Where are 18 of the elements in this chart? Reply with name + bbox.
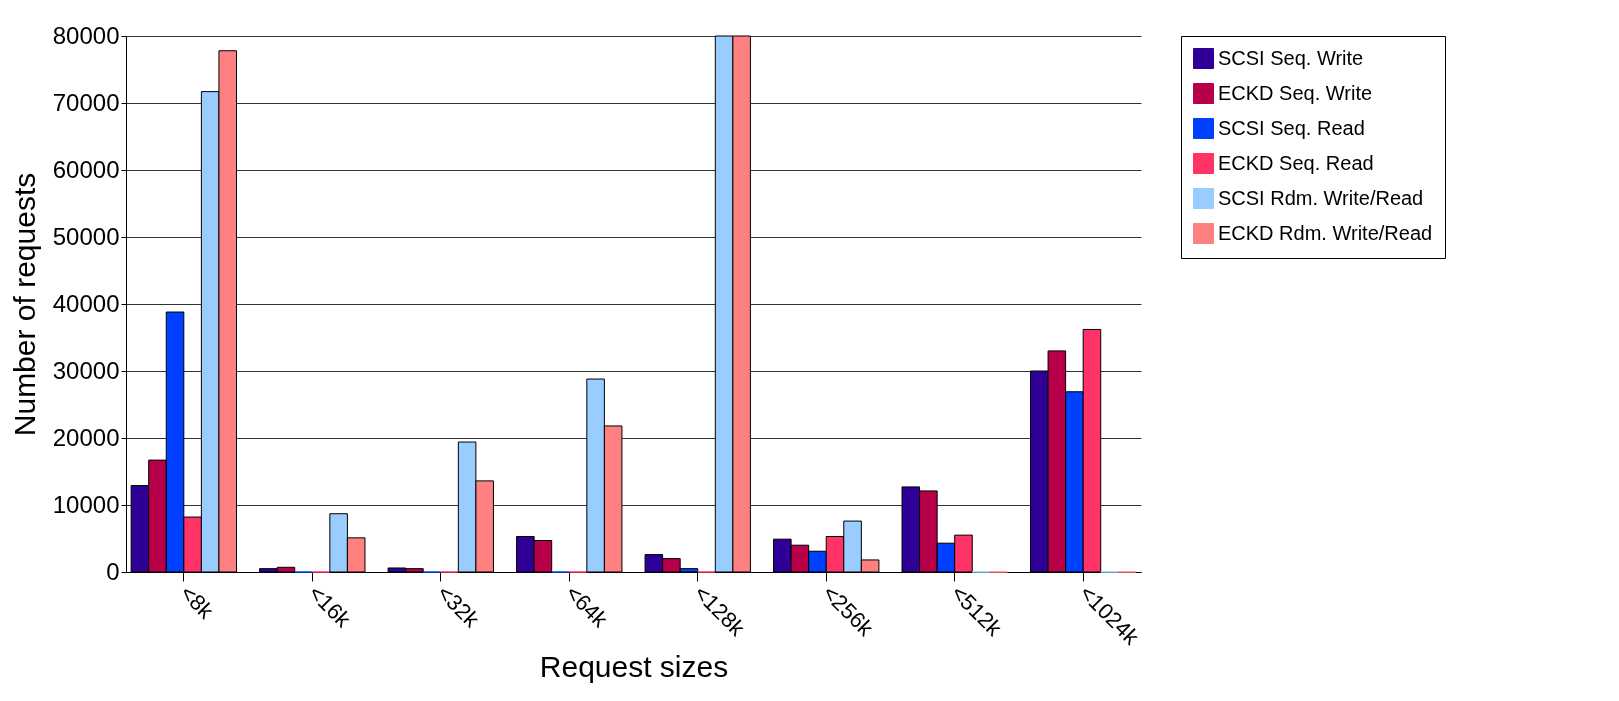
- legend-label: SCSI Seq. Read: [1218, 116, 1365, 139]
- y-tick-label: 40000: [52, 289, 120, 317]
- y-axis-title: Number of requests: [7, 172, 41, 437]
- y-tick-label: 30000: [52, 356, 120, 384]
- legend-label: SCSI Rdm. Write/Read: [1218, 186, 1424, 209]
- y-tick-label: 60000: [52, 155, 120, 183]
- y-tick-label: 70000: [52, 88, 120, 116]
- legend-label: ECKD Seq. Read: [1218, 151, 1374, 174]
- y-tick-label: 10000: [52, 490, 120, 518]
- y-tick-label: 50000: [52, 222, 120, 250]
- legend-label: ECKD Seq. Write: [1218, 81, 1373, 104]
- x-tick-label: <8k: [175, 580, 220, 625]
- y-tick-label: 80000: [52, 21, 120, 49]
- legend-label: SCSI Seq. Write: [1218, 46, 1364, 69]
- y-tick-label: 0: [106, 557, 120, 585]
- y-tick-label: 20000: [52, 423, 120, 451]
- x-axis-title: Request sizes: [539, 649, 729, 683]
- legend-label: ECKD Rdm. Write/Read: [1218, 221, 1433, 244]
